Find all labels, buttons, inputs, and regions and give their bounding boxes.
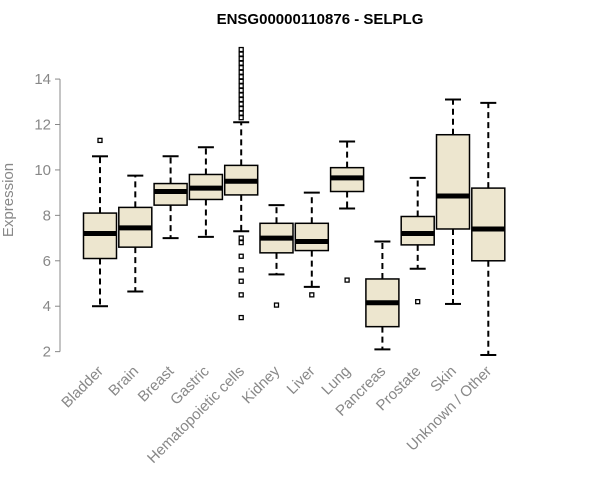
outlier-point — [238, 60, 244, 66]
box-skin — [435, 98, 471, 305]
outlier-point — [97, 137, 103, 144]
x-tick-label: Liver — [284, 363, 319, 398]
y-tick-label: 4 — [43, 298, 51, 315]
y-tick-label: 2 — [43, 344, 51, 361]
box-iqr — [400, 215, 435, 246]
outlier-point — [238, 92, 244, 98]
y-tick-label: 10 — [34, 162, 51, 179]
y-axis: 2 4 6 8 10 12 14 — [34, 71, 61, 361]
outlier-point — [344, 277, 350, 283]
box-series — [82, 46, 506, 357]
box-bladder — [82, 137, 118, 308]
outlier-point — [238, 96, 244, 103]
outlier-point — [238, 292, 244, 298]
outlier-point — [238, 239, 244, 246]
y-tick-label: 14 — [34, 71, 51, 88]
outlier-point — [238, 78, 244, 84]
outlier-point — [238, 65, 244, 71]
outlier-point — [238, 105, 244, 112]
outlier-point — [238, 253, 244, 259]
box-pancreas — [365, 240, 400, 351]
box-breast — [153, 155, 188, 240]
outlier-point — [238, 101, 244, 107]
box-liver — [294, 191, 330, 298]
box-iqr — [471, 187, 506, 262]
outlier-point — [238, 51, 244, 57]
y-tick-label: 8 — [43, 207, 51, 224]
x-tick-label: Kidney — [239, 362, 284, 407]
x-tick-label: Bladder — [58, 363, 107, 412]
box-lung — [329, 140, 365, 283]
box-gastric — [188, 146, 224, 238]
outlier-point — [238, 267, 244, 273]
outlier-point — [238, 87, 244, 94]
outlier-point — [238, 46, 244, 53]
outlier-point — [238, 110, 244, 116]
outlier-point — [238, 115, 244, 121]
outlier-point — [238, 235, 244, 241]
y-tick-label: 6 — [43, 253, 51, 270]
outlier-point — [273, 302, 280, 308]
box-brain — [118, 174, 153, 293]
y-tick-label: 12 — [34, 117, 51, 134]
box-kidney — [259, 204, 294, 308]
outlier-point — [238, 83, 244, 89]
box-hematopoietic-cells — [223, 46, 259, 321]
outlier-point — [238, 69, 244, 75]
outlier-point — [415, 299, 421, 305]
box-iqr — [153, 182, 188, 206]
outlier-point — [238, 74, 244, 80]
chart-title: ENSG00000110876 - SELPLG — [217, 11, 424, 28]
box-iqr — [435, 133, 471, 230]
outlier-point — [238, 278, 244, 284]
y-axis-label: Expression — [0, 163, 17, 237]
outlier-point — [238, 314, 244, 321]
box-unknown-other — [471, 101, 506, 357]
box-prostate — [400, 176, 435, 305]
box-iqr — [294, 222, 330, 252]
outlier-point — [238, 55, 244, 62]
outlier-point — [309, 292, 315, 298]
